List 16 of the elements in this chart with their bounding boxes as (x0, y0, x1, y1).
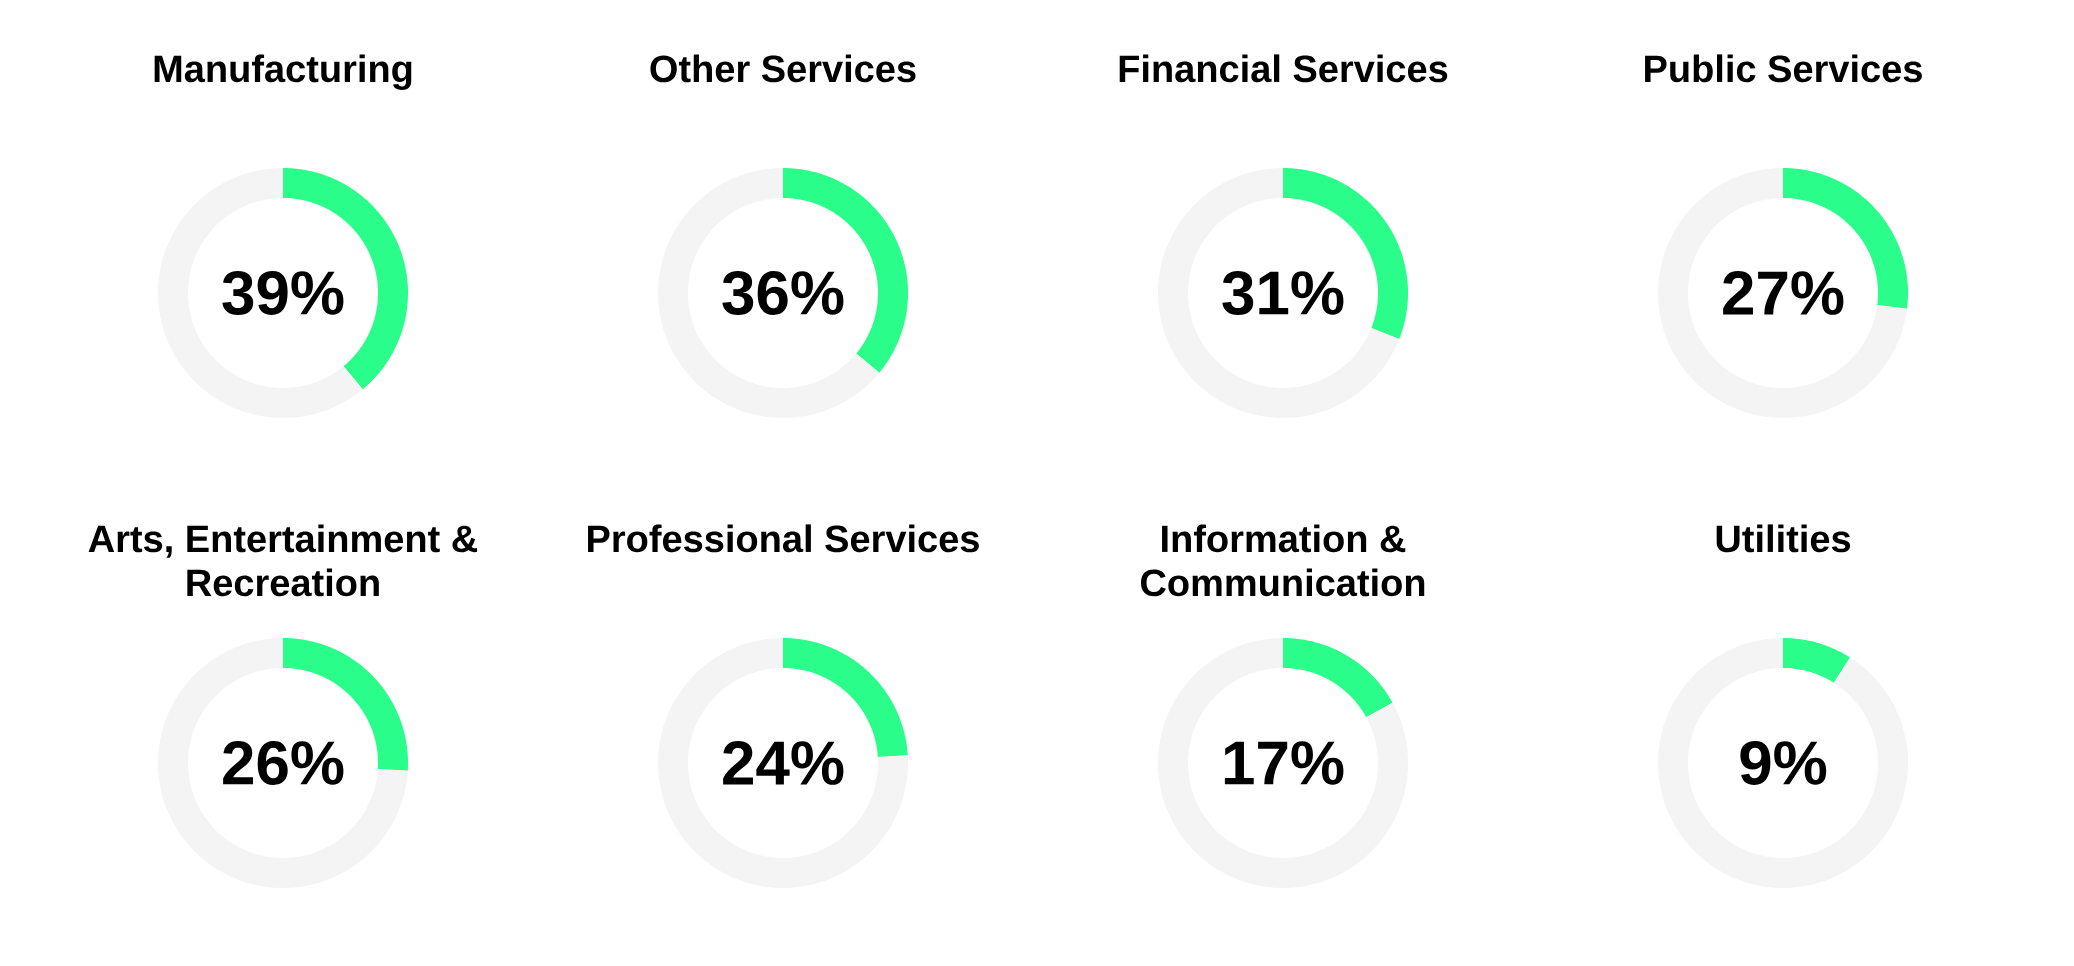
text: 9% (1740, 741, 1827, 785)
chart-title: Information & Communication (1141, 524, 1425, 597)
chart-title: Arts, Entertainment & Recreation (88, 524, 478, 597)
text: 24% (723, 741, 844, 785)
text: 36% (722, 271, 844, 315)
chart-title: Public Services (1645, 54, 1922, 83)
chart-title: Financial Services (1119, 54, 1448, 83)
text: 26% (223, 741, 344, 785)
chart-title: Professional Services (588, 524, 979, 553)
text: 31% (1222, 271, 1344, 315)
text: 39% (222, 271, 344, 315)
chart-title: Utilities (1716, 524, 1851, 553)
text: 17% (1224, 741, 1344, 785)
text: 27% (1723, 271, 1844, 315)
chart-title: Other Services (650, 54, 916, 83)
chart-title: Manufacturing (154, 54, 412, 90)
